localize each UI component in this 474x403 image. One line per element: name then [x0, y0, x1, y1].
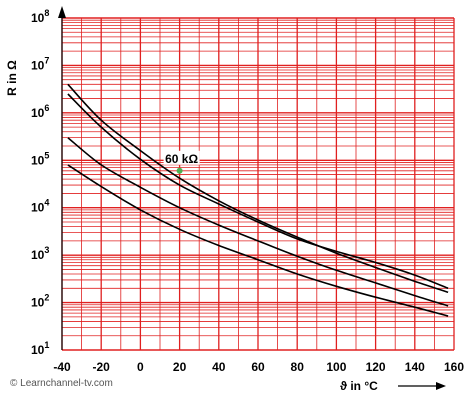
- x-axis-label: ϑ in °C: [340, 379, 378, 393]
- y-tick-label: 105: [31, 150, 49, 167]
- y-tick-exponent: 8: [44, 8, 49, 18]
- x-tick-label: -40: [53, 360, 71, 374]
- x-tick-label: 160: [444, 360, 464, 374]
- annotation-label-bg: [163, 150, 200, 165]
- y-tick-exponent: 2: [44, 293, 49, 303]
- annotation-label: 60 kΩ: [165, 152, 198, 166]
- y-tick-label: 104: [31, 198, 49, 215]
- x-tick-label: 0: [137, 360, 144, 374]
- y-tick-label: 102: [31, 293, 49, 310]
- x-tick-label: 120: [366, 360, 386, 374]
- x-tick-label: 60: [251, 360, 265, 374]
- annotation-point: [176, 167, 183, 174]
- x-tick-label: 100: [326, 360, 346, 374]
- x-tick-label: 140: [405, 360, 425, 374]
- x-axis-arrow-head: [436, 382, 446, 390]
- y-tick-exponent: 5: [44, 150, 49, 160]
- x-tick-label: 80: [291, 360, 305, 374]
- series-line-2: [67, 83, 449, 294]
- y-tick-label: 107: [31, 55, 49, 72]
- x-tick-label: -20: [93, 360, 111, 374]
- y-tick-exponent: 3: [44, 245, 49, 255]
- series-line-4: [67, 164, 449, 317]
- y-tick-label: 106: [31, 103, 49, 120]
- y-tick-label: 103: [31, 245, 49, 262]
- x-tick-label: 40: [212, 360, 226, 374]
- y-tick-exponent: 1: [44, 340, 49, 350]
- y-tick-label: 108: [31, 8, 49, 25]
- y-axis-arrow: [58, 6, 66, 18]
- y-tick-label: 101: [31, 340, 49, 357]
- x-tick-label: 20: [173, 360, 187, 374]
- series-line-3: [67, 137, 449, 307]
- y-axis-label: R in Ω: [5, 60, 19, 96]
- copyright-text: © Learnchannel-tv.com: [10, 378, 113, 389]
- y-tick-exponent: 4: [44, 198, 49, 208]
- y-tick-exponent: 7: [44, 55, 49, 65]
- series-line-1: [67, 93, 449, 290]
- y-tick-exponent: 6: [44, 103, 49, 113]
